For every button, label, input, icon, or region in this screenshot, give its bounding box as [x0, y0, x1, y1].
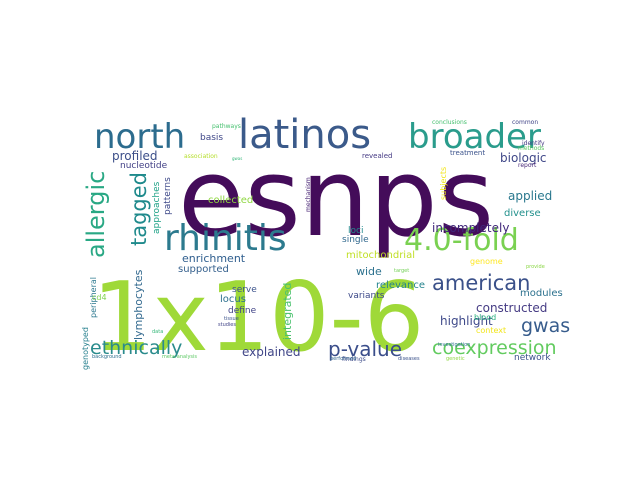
word-biologic: biologic [500, 151, 547, 165]
word-broader: broader [408, 117, 541, 157]
word-latinos: latinos [238, 112, 371, 158]
word-revealed: revealed [362, 152, 392, 160]
word-cd4: cd4 [92, 293, 107, 302]
word-loci: loci [348, 226, 363, 236]
word-mechanism: mechanism [305, 177, 312, 212]
word-common: common [512, 119, 538, 126]
word-mitochondrial: mitochondrial [346, 250, 415, 261]
word-performed: performed [330, 356, 356, 362]
word-identify: identify [522, 140, 545, 147]
word-blood: blood [474, 313, 496, 322]
word-basis: basis [200, 133, 223, 143]
word-background: background [92, 354, 122, 360]
word-constructed: constructed [476, 301, 547, 315]
word-incompletely: incompletely [432, 221, 509, 235]
word-north: north [94, 117, 185, 157]
word-single: single [342, 235, 369, 245]
word-genotyped: genotyped [81, 327, 90, 370]
word-treatment: treatment [450, 149, 485, 157]
word-ethnically: ethnically [90, 337, 182, 359]
word-subjects: subjects [439, 167, 448, 200]
word-p-value: p-value [328, 337, 402, 361]
word-methods: methods [518, 145, 544, 152]
word-report: report [518, 162, 537, 169]
word-serve: serve [232, 285, 257, 295]
word-meta-analysis: meta-analysis [162, 354, 197, 360]
word-gwas: gwas [521, 315, 570, 337]
word-provide: provide [526, 264, 545, 270]
word-association: association [184, 153, 218, 160]
word-approaches: approaches [152, 181, 162, 234]
word-supported: supported [178, 264, 229, 275]
word-esnps: esnps [178, 136, 494, 261]
word-rhinitis: rhinitis [164, 218, 287, 259]
word-applied: applied [508, 189, 552, 203]
word-lymphocytes: lymphocytes [132, 269, 145, 340]
word-data: data [152, 329, 163, 335]
word-tagged: tagged [127, 172, 151, 246]
word-conclusions: conclusions [432, 119, 467, 126]
word-profiled: profiled [112, 149, 158, 163]
word-pathways: pathways [212, 123, 241, 130]
word-variants: variants [348, 291, 385, 301]
word-gwas: gwas [232, 156, 242, 161]
word-target: target [394, 268, 409, 274]
word-network: network [514, 353, 551, 363]
word-4-0-fold: 4.0-fold [404, 223, 519, 258]
word-modules: modules [520, 288, 563, 299]
word-genome: genome [470, 257, 503, 266]
word-studies: studies [218, 322, 236, 328]
word-wide: wide [356, 265, 382, 278]
word-1x10-6: 1x10-6 [92, 263, 424, 373]
word-nucleotide: nucleotide [120, 161, 168, 171]
word-diverse: diverse [504, 208, 541, 219]
word-american: american [432, 271, 530, 295]
word-collected: collected [208, 195, 253, 206]
word-explained: explained [242, 345, 301, 359]
word-diseases: diseases [398, 356, 420, 362]
word-highlight: highlight [440, 314, 493, 328]
word-context: context [476, 326, 506, 335]
word-allergic: allergic [82, 171, 110, 258]
word-enrichment: enrichment [182, 252, 246, 265]
word-tissue: tissue [224, 316, 239, 322]
word-findings: findings [342, 356, 366, 363]
word-peripheral: peripheral [89, 277, 98, 318]
word-patterns: patterns [163, 177, 173, 215]
word-genetic: genetic [446, 356, 465, 362]
word-relevance: relevance [376, 280, 425, 291]
word-locus: locus [220, 294, 246, 305]
word-integrated: integrated [281, 283, 294, 340]
word-investigation: investigation [438, 342, 470, 348]
word-coexpression: coexpression [432, 337, 557, 359]
word-define: define [228, 306, 257, 316]
